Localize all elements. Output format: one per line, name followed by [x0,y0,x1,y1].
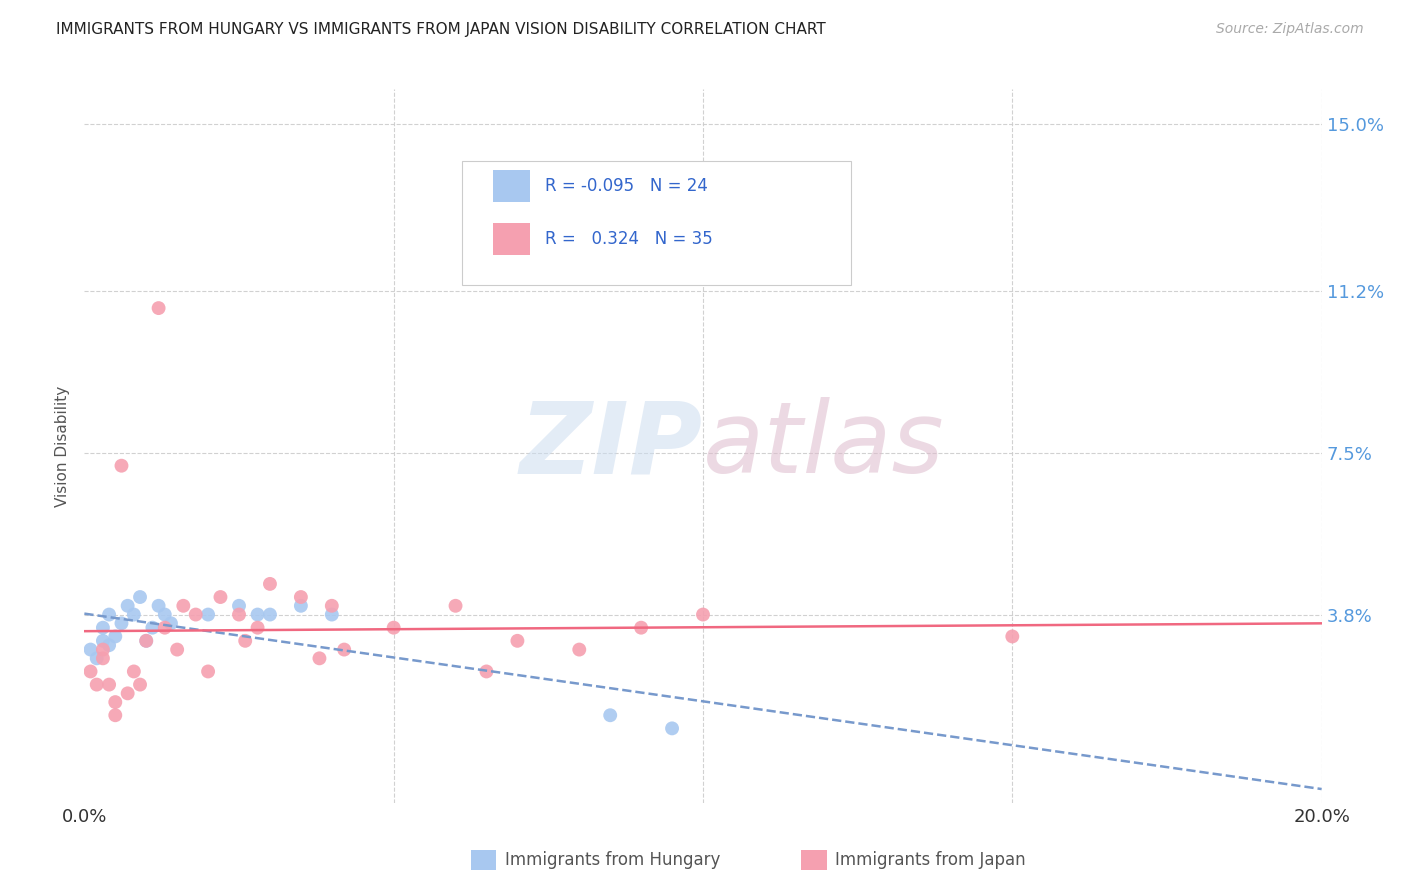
Point [117,686,139,700]
Point [98,638,121,652]
Point [79,642,101,657]
Point [141,621,163,635]
Point [91,633,114,648]
Point [197,607,219,622]
Text: atlas: atlas [703,398,945,494]
Point [246,621,269,635]
Point [259,577,281,591]
Point [148,599,170,613]
Text: R = -0.095   N = 24: R = -0.095 N = 24 [544,177,707,194]
Point [91,651,114,665]
Point [172,599,194,613]
Point [122,665,145,679]
Point [104,695,127,709]
Point [233,633,256,648]
Point [135,633,157,648]
Text: ZIP: ZIP [520,398,703,494]
Point [599,708,621,723]
Point [129,590,152,604]
Point [110,616,132,631]
Point [79,665,101,679]
Point [160,616,183,631]
Point [692,607,714,622]
Point [110,458,132,473]
Point [444,599,467,613]
Text: IMMIGRANTS FROM HUNGARY VS IMMIGRANTS FROM JAPAN VISION DISABILITY CORRELATION C: IMMIGRANTS FROM HUNGARY VS IMMIGRANTS FR… [56,22,825,37]
Point [228,599,250,613]
Point [122,607,145,622]
Point [630,621,652,635]
Point [148,301,170,315]
Y-axis label: Vision Disability: Vision Disability [55,385,70,507]
Bar [492,223,530,255]
Text: Immigrants from Japan: Immigrants from Japan [835,851,1026,869]
Text: R =   0.324   N = 35: R = 0.324 N = 35 [544,230,713,248]
Point [290,599,312,613]
Point [290,590,312,604]
Text: Source: ZipAtlas.com: Source: ZipAtlas.com [1216,22,1364,37]
Bar [492,169,530,202]
Point [104,708,127,723]
Point [333,642,356,657]
Point [228,607,250,622]
Point [197,665,219,679]
Point [246,607,269,622]
Point [98,607,121,622]
Text: Immigrants from Hungary: Immigrants from Hungary [505,851,720,869]
Point [91,621,114,635]
FancyBboxPatch shape [461,161,852,285]
Point [308,651,330,665]
Point [135,633,157,648]
Point [321,607,343,622]
Point [661,722,683,736]
Point [104,629,127,643]
Point [91,642,114,657]
Point [129,677,152,691]
Point [153,607,176,622]
Point [475,665,498,679]
Point [153,621,176,635]
Point [382,621,405,635]
Point [259,607,281,622]
Point [86,651,108,665]
Point [209,590,232,604]
Point [568,642,591,657]
Point [321,599,343,613]
Point [98,677,121,691]
Point [166,642,188,657]
Point [86,677,108,691]
Point [117,599,139,613]
Point [184,607,207,622]
Point [1001,629,1024,643]
Point [506,633,529,648]
